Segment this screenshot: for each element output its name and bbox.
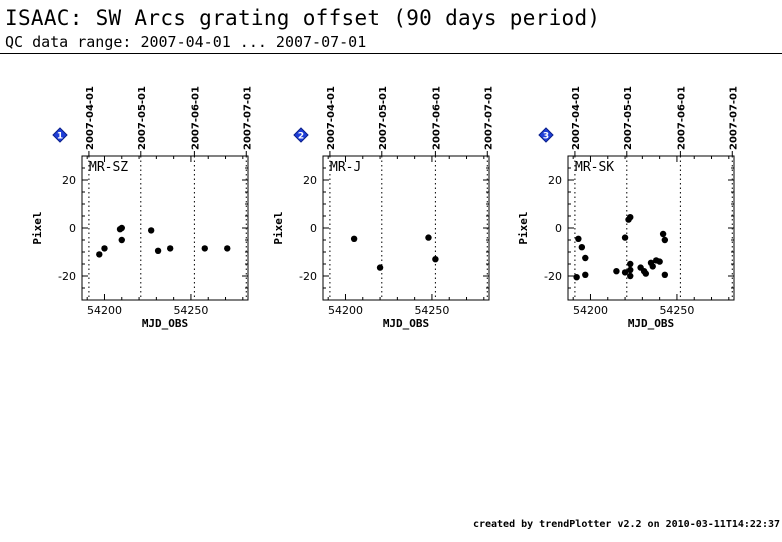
date-label: 2007-07-01 [728, 86, 739, 150]
x-axis-label: MJD_OBS [142, 317, 188, 330]
data-point [154, 247, 162, 254]
panel-number-marker [52, 127, 68, 143]
panel-number-marker [538, 127, 554, 143]
panel-number-text: 1 [57, 132, 63, 142]
data-point [573, 274, 580, 281]
x-tick-label: 54250 [173, 304, 208, 317]
data-point [661, 271, 669, 278]
date-label: 2007-06-01 [190, 86, 201, 150]
chart-panel-1: 2007-04-01 2007-05-01 2007-06-01 2007-07-01… [31, 86, 253, 330]
data-point [118, 236, 125, 244]
chart-panel-3: 2007-04-01 2007-05-01 2007-06-01 2007-07-01… [517, 86, 739, 330]
data-point [147, 227, 155, 234]
plot-frame [567, 155, 735, 301]
y-tick-label: -20 [299, 270, 317, 283]
plot-frame [322, 155, 490, 301]
data-point [224, 245, 231, 252]
y-tick-label: 0 [310, 222, 317, 235]
panel-title: MR-SZ [89, 160, 128, 175]
x-tick-label: 54200 [87, 304, 122, 317]
date-label: 2007-06-01 [431, 86, 442, 150]
data-point [656, 258, 663, 265]
y-tick-label: 0 [555, 222, 562, 235]
data-point [659, 230, 667, 238]
data-point [613, 268, 620, 275]
panel-title: MR-J [330, 160, 361, 175]
data-point [621, 234, 629, 241]
data-point [582, 271, 589, 278]
panel-number-text: 3 [543, 132, 549, 142]
x-tick-label: 54250 [414, 304, 449, 317]
data-point [578, 244, 586, 251]
data-point [627, 272, 634, 280]
panel-number-marker [293, 127, 309, 143]
x-tick-label: 54200 [573, 304, 608, 317]
date-label: 2007-04-01 [326, 86, 337, 150]
data-point [627, 214, 634, 221]
data-point [661, 236, 669, 244]
data-point [621, 269, 629, 276]
data-point [118, 224, 125, 232]
y-tick-label: 20 [303, 174, 317, 187]
y-tick-label: -20 [58, 270, 76, 283]
date-label: 2007-04-01 [85, 86, 96, 150]
x-tick-label: 54200 [328, 304, 363, 317]
date-label: 2007-07-01 [483, 86, 494, 150]
data-point [627, 260, 634, 268]
page-title: ISAAC: SW Arcs grating offset (90 days p… [5, 6, 601, 30]
data-point [101, 245, 108, 252]
y-axis-label: Pixel [517, 211, 530, 244]
date-label: 2007-04-01 [571, 86, 582, 150]
data-point [432, 256, 439, 263]
data-point [166, 245, 174, 252]
x-axis-label: MJD_OBS [628, 317, 674, 330]
data-point [575, 235, 582, 242]
y-tick-label: 20 [548, 174, 562, 187]
data-point [376, 264, 384, 271]
x-tick-label: 54250 [659, 304, 694, 317]
footer-credit: created by trendPlotter v2.2 on 2010-03-… [472, 519, 780, 530]
data-point [582, 254, 589, 262]
panel-number-text: 2 [298, 132, 304, 142]
data-point [350, 235, 358, 242]
y-tick-label: 20 [62, 174, 76, 187]
panel-title: MR-SK [575, 160, 614, 175]
y-axis-label: Pixel [272, 211, 285, 244]
data-point [201, 245, 208, 252]
chart-panel-2: 2007-04-01 2007-05-01 2007-06-01 2007-07-01… [272, 86, 494, 330]
data-point [425, 234, 432, 241]
date-label: 2007-05-01 [137, 86, 148, 150]
date-label: 2007-06-01 [676, 86, 687, 150]
data-point [627, 266, 634, 274]
header-rule [0, 53, 782, 54]
data-point [649, 263, 656, 270]
data-range-subtitle: QC data range: 2007-04-01 ... 2007-07-01 [5, 33, 367, 51]
data-point [96, 251, 103, 258]
date-label: 2007-05-01 [378, 86, 389, 150]
plot-frame [81, 155, 249, 301]
y-tick-label: 0 [69, 222, 76, 235]
y-axis-label: Pixel [31, 211, 44, 244]
data-point [642, 270, 650, 277]
date-label: 2007-07-01 [242, 86, 253, 150]
date-label: 2007-05-01 [623, 86, 634, 150]
y-tick-label: -20 [544, 270, 562, 283]
x-axis-label: MJD_OBS [383, 317, 429, 330]
